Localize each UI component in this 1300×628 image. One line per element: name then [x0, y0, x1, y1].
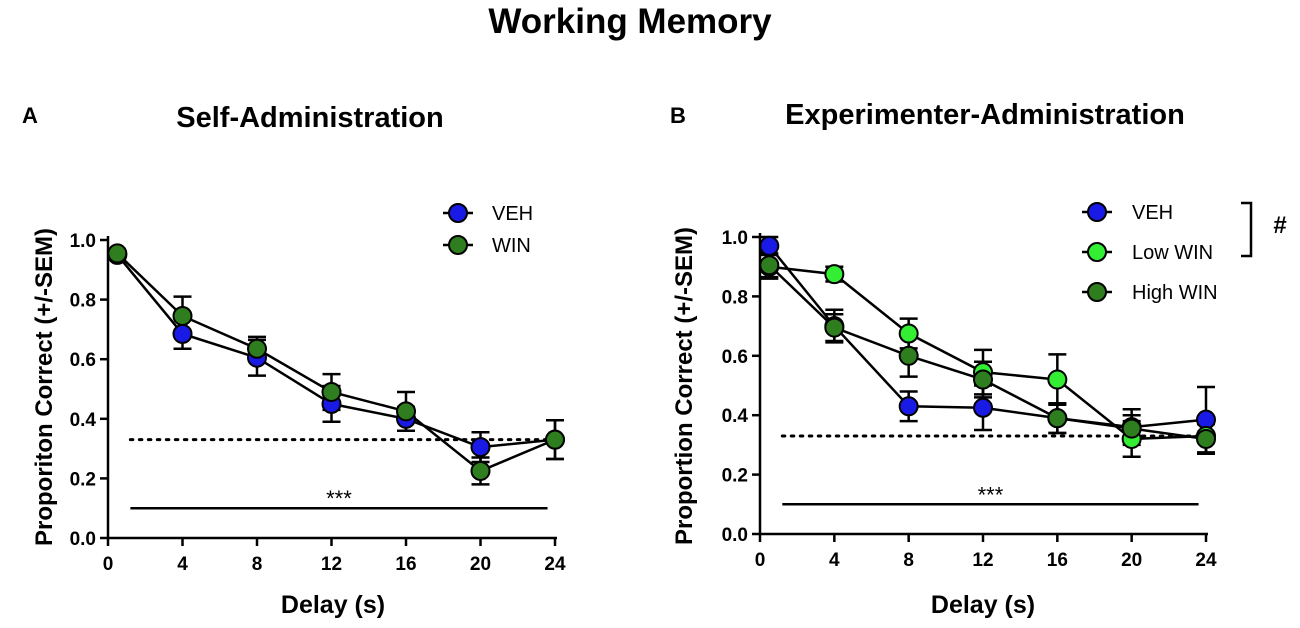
- significance-label: ***: [978, 482, 1004, 507]
- panel-b-experimenter-administration: B Experimenter-Administration 0.0 0.2 0.4 0.6…: [670, 99, 1287, 619]
- x-axis-label: Delay (s): [281, 591, 385, 619]
- figure-title: Working Memory: [488, 2, 772, 41]
- series-line-veh: [116, 254, 556, 449]
- data-point-win: [107, 243, 128, 264]
- data-point-high-win: [759, 255, 780, 276]
- legend-label-low-win: Low WIN: [1132, 242, 1213, 264]
- y-tick-label: 0.0: [722, 525, 748, 546]
- data-point-win: [545, 429, 565, 450]
- legend-marker-high-win: [1087, 282, 1107, 302]
- y-tick-label: 0.6: [70, 350, 96, 371]
- legend-label-veh: VEH: [1132, 202, 1173, 224]
- data-point-high-win: [1047, 408, 1068, 429]
- y-tick-label: 0.8: [70, 291, 96, 312]
- panel-title: Experimenter-Administration: [785, 99, 1185, 131]
- significance-label: ***: [326, 486, 352, 511]
- y-tick-label: 0.0: [70, 529, 96, 550]
- x-tick-label: 4: [829, 550, 840, 571]
- x-tick-label: 24: [544, 554, 566, 575]
- x-tick-label: 16: [395, 554, 416, 575]
- x-tick-label: 4: [177, 554, 188, 575]
- legend-marker-veh: [448, 203, 468, 223]
- y-tick-label: 1.0: [722, 228, 748, 249]
- data-point-win: [247, 338, 267, 359]
- x-tick-label: 16: [1047, 550, 1068, 571]
- data-point-win: [396, 401, 416, 422]
- x-tick-label: 0: [755, 550, 766, 571]
- data-point-win: [470, 460, 491, 481]
- data-point-win: [321, 381, 342, 402]
- x-tick-label: 20: [470, 554, 491, 575]
- data-point-veh: [172, 323, 193, 344]
- y-tick-label: 0.4: [70, 410, 97, 431]
- legend-marker-win: [448, 235, 468, 255]
- legend-label-high-win: High WIN: [1132, 282, 1218, 304]
- y-tick-label: 1.0: [70, 231, 96, 252]
- x-tick-label: 8: [903, 550, 914, 571]
- legend-bracket: [1241, 201, 1253, 258]
- x-tick-label: 12: [321, 554, 342, 575]
- y-tick-label: 0.2: [70, 469, 96, 490]
- panel-letter: B: [670, 103, 686, 128]
- legend: VEH Low WIN High WIN: [1082, 202, 1218, 304]
- data-point-high-win: [1121, 418, 1142, 439]
- data-point-low-win: [1047, 369, 1068, 390]
- data-point-veh: [973, 397, 993, 418]
- data-point-win: [172, 305, 193, 326]
- y-axis-label: Proportion Correct (+/-SEM): [671, 227, 698, 545]
- y-tick-label: 0.6: [722, 347, 748, 368]
- data-point-low-win: [824, 264, 845, 285]
- y-tick-label: 0.2: [722, 466, 748, 487]
- panel-title: Self-Administration: [176, 102, 443, 134]
- legend-label-win: WIN: [492, 235, 531, 257]
- x-axis-label: Delay (s): [931, 591, 1035, 619]
- x-tick-label: 0: [103, 554, 114, 575]
- x-tick-label: 24: [1195, 550, 1217, 571]
- data-point-high-win: [1196, 428, 1216, 449]
- y-tick-label: 0.8: [722, 287, 748, 308]
- x-tick-label: 20: [1121, 550, 1142, 571]
- legend-marker-low-win: [1087, 242, 1107, 262]
- data-point-veh: [759, 235, 780, 256]
- legend-label-veh: VEH: [492, 203, 533, 225]
- series-line-win: [116, 252, 556, 473]
- data-point-veh: [470, 437, 491, 458]
- data-point-veh: [1196, 409, 1216, 430]
- legend-bracket-label: #: [1273, 212, 1286, 239]
- y-tick-label: 0.4: [722, 406, 749, 427]
- y-axis-label: Proporiton Correct (+/-SEM): [31, 228, 58, 546]
- data-point-low-win: [898, 323, 919, 344]
- panel-a-self-administration: A Self-Administration 0.0 0.2 0.4 0.6 0.8 1.0 0 4…: [22, 102, 566, 619]
- x-tick-label: 12: [972, 550, 993, 571]
- x-tick-label: 8: [252, 554, 263, 575]
- data-point-high-win: [898, 345, 919, 366]
- panel-letter: A: [22, 103, 38, 128]
- data-point-high-win: [824, 317, 845, 338]
- data-point-veh: [898, 396, 919, 417]
- legend-marker-veh: [1087, 202, 1107, 222]
- legend: VEH WIN: [443, 203, 533, 257]
- data-point-high-win: [973, 369, 993, 390]
